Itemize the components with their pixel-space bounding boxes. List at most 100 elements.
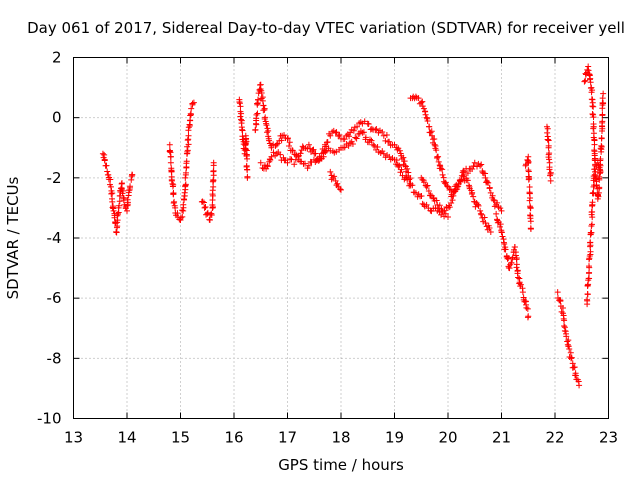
data-point	[170, 190, 177, 197]
data-point	[261, 106, 268, 113]
data-point	[368, 137, 375, 144]
data-point	[386, 138, 393, 145]
data-point	[105, 171, 112, 178]
data-point	[124, 199, 131, 206]
data-point	[561, 322, 568, 329]
data-point	[568, 354, 575, 361]
x-tick-label: 15	[171, 429, 190, 447]
data-point	[109, 204, 116, 211]
data-point	[564, 338, 571, 345]
data-point	[210, 168, 217, 175]
data-point	[565, 343, 572, 350]
data-point	[302, 160, 309, 167]
data-point	[599, 118, 606, 125]
data-point	[544, 136, 551, 143]
data-point	[589, 87, 596, 94]
data-point	[431, 141, 438, 148]
data-point	[505, 255, 512, 262]
data-point	[589, 199, 596, 206]
data-point	[180, 204, 187, 211]
data-point	[243, 138, 250, 145]
data-point	[501, 241, 508, 248]
data-point	[372, 126, 379, 133]
data-point	[435, 158, 442, 165]
data-point	[475, 202, 482, 209]
data-point	[486, 185, 493, 192]
data-point	[341, 144, 348, 151]
data-point	[516, 280, 523, 287]
data-point	[114, 217, 121, 224]
x-tick-label: 16	[224, 429, 243, 447]
data-point	[124, 207, 130, 214]
y-tick-label: -10	[37, 410, 62, 428]
data-point	[108, 190, 115, 197]
data-point	[426, 123, 433, 130]
data-point	[471, 159, 478, 166]
data-point	[185, 132, 192, 139]
data-point	[568, 355, 575, 362]
data-point	[237, 113, 244, 120]
data-point	[305, 141, 312, 148]
data-point	[360, 129, 367, 136]
data-point	[448, 200, 455, 207]
x-tick-label: 21	[492, 429, 511, 447]
data-point	[436, 202, 443, 209]
data-point	[484, 179, 491, 186]
data-point	[477, 162, 484, 169]
data-point	[118, 180, 125, 187]
data-point	[511, 243, 518, 250]
data-point	[584, 297, 591, 304]
data-point	[110, 207, 117, 214]
data-point	[452, 186, 459, 193]
data-point	[449, 197, 456, 204]
x-axis-label: GPS time / hours	[278, 456, 404, 474]
chart-title: Day 061 of 2017, Sidereal Day-to-day VTE…	[27, 19, 625, 37]
data-point	[600, 90, 607, 97]
data-point	[558, 308, 565, 315]
data-point	[437, 165, 444, 172]
data-point	[567, 349, 574, 356]
data-point	[239, 127, 246, 134]
data-point	[547, 172, 554, 179]
data-point	[181, 189, 188, 196]
data-point	[327, 132, 334, 139]
data-point	[337, 186, 344, 193]
data-point	[420, 105, 427, 112]
data-point	[599, 111, 606, 118]
data-point	[333, 129, 340, 136]
data-point	[424, 182, 431, 189]
data-point	[379, 129, 386, 136]
data-point	[177, 214, 184, 221]
data-point	[525, 159, 532, 166]
data-point	[281, 132, 288, 139]
data-point	[547, 177, 554, 184]
data-point	[444, 183, 451, 190]
data-point	[284, 135, 291, 142]
data-point	[514, 270, 521, 277]
data-point	[594, 159, 601, 166]
data-point	[187, 111, 194, 118]
data-point	[127, 183, 134, 190]
grid-layer	[73, 57, 609, 419]
data-point	[128, 176, 135, 183]
data-point	[490, 196, 497, 203]
data-point	[186, 122, 193, 129]
data-point	[361, 118, 368, 125]
ticks-layer: 13 14 15 16 17 18 19 20 21 22 23 -10 -8 -6 -4 -2 0 2	[37, 49, 618, 447]
data-point	[498, 207, 505, 214]
data-point	[397, 169, 404, 176]
data-point	[352, 134, 359, 141]
data-point	[433, 147, 440, 154]
data-point	[336, 132, 343, 139]
data-point	[238, 116, 245, 123]
y-tick-label: -2	[47, 169, 62, 187]
data-point	[185, 124, 192, 131]
data-point	[525, 176, 532, 183]
data-point	[183, 158, 190, 165]
data-point	[513, 264, 520, 271]
data-point	[99, 150, 106, 157]
data-point	[474, 201, 481, 208]
data-point	[464, 177, 471, 184]
data-point	[182, 174, 189, 181]
data-point	[209, 187, 216, 194]
